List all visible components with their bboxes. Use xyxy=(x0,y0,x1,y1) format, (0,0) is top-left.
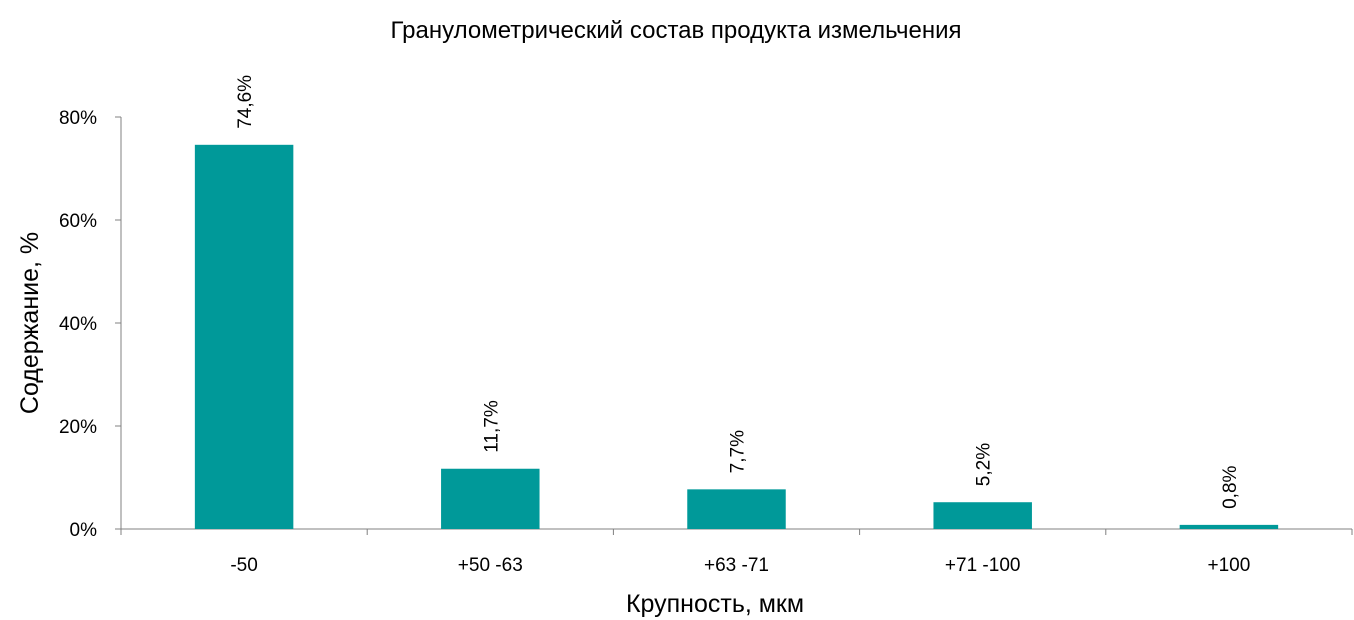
bar xyxy=(441,468,540,529)
plot-area: 0% 20% 40% 60% 80% -50 74,6% +50 -63 11,7% +63 -7… xyxy=(59,75,1353,576)
x-tick-label: +50 -63 xyxy=(458,555,523,576)
bar xyxy=(687,489,786,529)
data-label: 11,7% xyxy=(481,400,502,453)
bar xyxy=(933,502,1032,529)
y-tick-label: 60% xyxy=(59,211,97,232)
chart-title: Гранулометрический состав продукта измел… xyxy=(391,17,962,44)
x-tick-label: +71 -100 xyxy=(945,555,1021,576)
data-label: 74,6% xyxy=(235,75,256,129)
x-axis-title: Крупность, мкм xyxy=(626,590,804,618)
data-label: 7,7% xyxy=(728,430,749,473)
y-tick-label: 20% xyxy=(59,417,97,438)
x-tick-label: -50 xyxy=(230,555,257,576)
y-tick-label: 0% xyxy=(70,520,98,541)
bar xyxy=(194,144,294,529)
y-tick-label: 80% xyxy=(59,108,97,129)
bar xyxy=(1179,524,1279,529)
y-tick-label: 40% xyxy=(59,314,97,335)
data-label: 0,8% xyxy=(1220,465,1241,508)
x-tick-label: +100 xyxy=(1208,555,1251,576)
data-label: 5,2% xyxy=(974,443,995,486)
y-axis-title: Содержание, % xyxy=(16,232,44,414)
x-tick-label: +63 -71 xyxy=(704,555,769,576)
